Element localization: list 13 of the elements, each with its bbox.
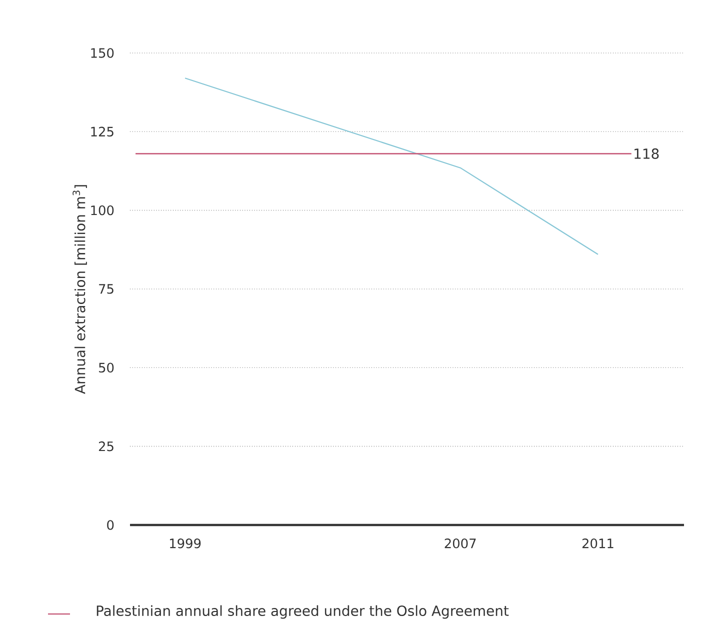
x-tick-label: 1999 bbox=[170, 538, 201, 548]
x-tick-label: 2011 bbox=[582, 538, 614, 548]
y-tick-label: 100 bbox=[91, 205, 114, 216]
y-tick-label: 150 bbox=[91, 48, 114, 58]
x-tick-label: 2007 bbox=[444, 538, 476, 548]
y-tick-label: 0 bbox=[107, 520, 114, 530]
y-tick-label: 25 bbox=[98, 441, 114, 452]
ref-line-label: 118 bbox=[634, 148, 659, 159]
y-tick-label: 125 bbox=[91, 126, 114, 137]
y-axis-title: Annual extraction [million m$^{3}$] bbox=[72, 185, 87, 394]
text: Palestinian annual share agreed under the Oslo Agreement bbox=[96, 605, 509, 619]
y-tick-label: 75 bbox=[99, 284, 114, 294]
y-tick-label: 50 bbox=[99, 362, 114, 373]
